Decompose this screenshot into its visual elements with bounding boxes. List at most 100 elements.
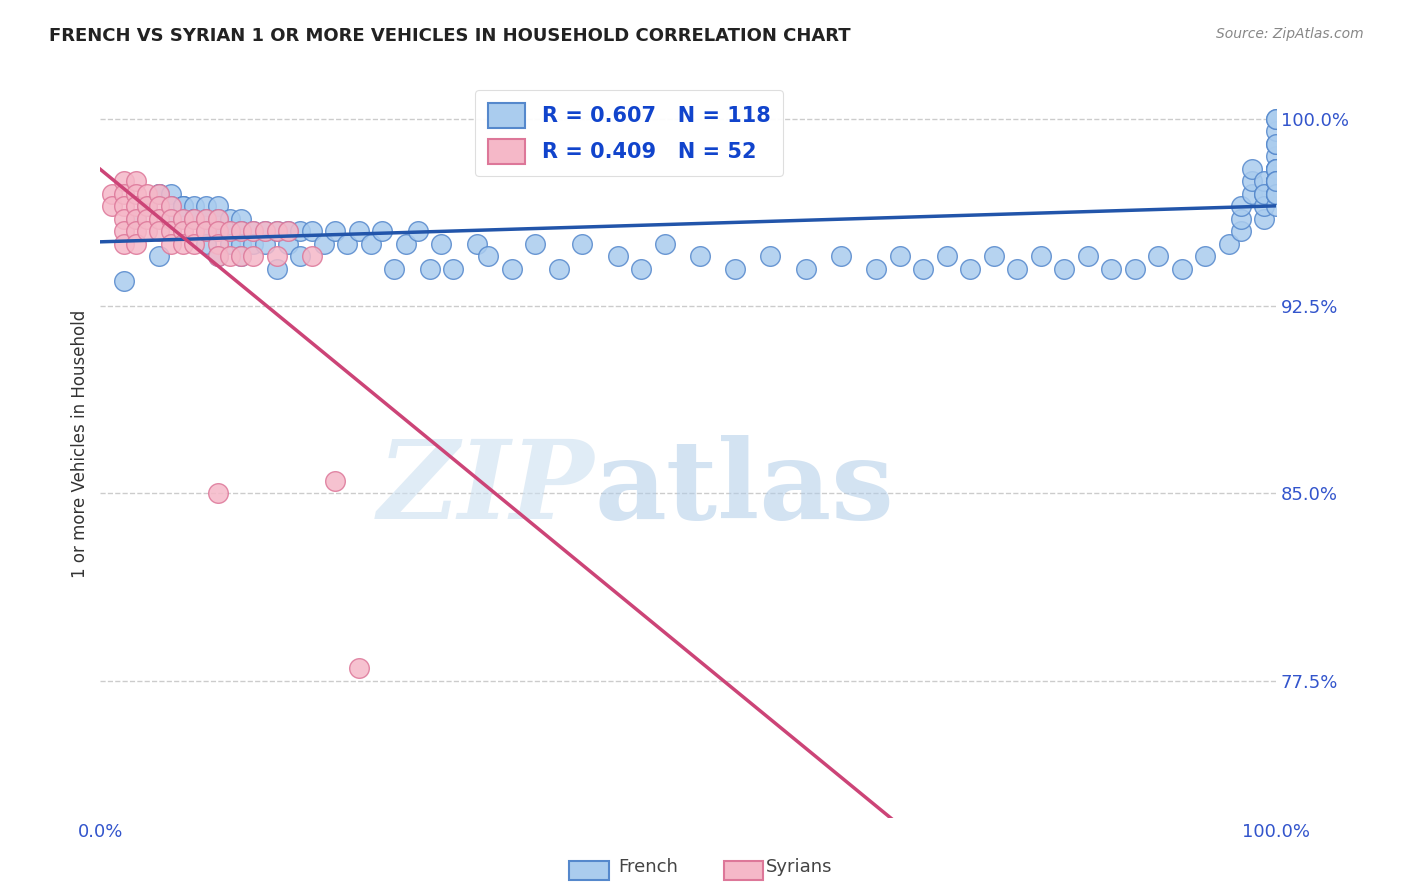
Point bbox=[112, 274, 135, 288]
Point bbox=[160, 211, 183, 226]
Point bbox=[195, 224, 218, 238]
Point bbox=[172, 236, 194, 251]
Point bbox=[1194, 249, 1216, 263]
Point bbox=[124, 199, 146, 213]
Point bbox=[207, 224, 229, 238]
Point bbox=[1265, 186, 1288, 201]
Point bbox=[290, 249, 312, 263]
Point bbox=[183, 211, 205, 226]
Point bbox=[371, 224, 394, 238]
Point bbox=[183, 224, 205, 238]
Point bbox=[1229, 224, 1251, 238]
Point bbox=[1265, 136, 1288, 151]
Point bbox=[606, 249, 628, 263]
Point bbox=[759, 249, 782, 263]
Point bbox=[406, 224, 429, 238]
Point bbox=[935, 249, 957, 263]
Point bbox=[218, 236, 240, 251]
Point bbox=[418, 261, 440, 276]
Point bbox=[218, 211, 240, 226]
Point bbox=[336, 236, 359, 251]
Point bbox=[1029, 249, 1052, 263]
Point bbox=[1123, 261, 1146, 276]
Point bbox=[172, 199, 194, 213]
Point bbox=[183, 211, 205, 226]
Point bbox=[136, 199, 159, 213]
Text: Syrians: Syrians bbox=[766, 858, 832, 876]
Point bbox=[1265, 161, 1288, 176]
Point bbox=[124, 236, 146, 251]
Point bbox=[325, 224, 347, 238]
Point bbox=[172, 199, 194, 213]
Point bbox=[266, 249, 288, 263]
Point bbox=[1265, 174, 1288, 188]
Point bbox=[1265, 112, 1288, 126]
Point bbox=[160, 224, 183, 238]
Point bbox=[207, 236, 229, 251]
Point bbox=[136, 199, 159, 213]
Point bbox=[124, 174, 146, 188]
Point bbox=[148, 186, 170, 201]
Point bbox=[207, 486, 229, 500]
Point bbox=[1253, 211, 1275, 226]
Point bbox=[148, 249, 170, 263]
Point bbox=[266, 261, 288, 276]
Point bbox=[101, 199, 124, 213]
Point bbox=[1241, 174, 1264, 188]
Point bbox=[1007, 261, 1029, 276]
Text: ZIP: ZIP bbox=[377, 434, 595, 542]
Point bbox=[1171, 261, 1194, 276]
Point bbox=[983, 249, 1005, 263]
Text: FRENCH VS SYRIAN 1 OR MORE VEHICLES IN HOUSEHOLD CORRELATION CHART: FRENCH VS SYRIAN 1 OR MORE VEHICLES IN H… bbox=[49, 27, 851, 45]
Point bbox=[1265, 174, 1288, 188]
Point bbox=[160, 199, 183, 213]
Point bbox=[195, 236, 218, 251]
Point bbox=[1265, 186, 1288, 201]
Point bbox=[277, 224, 299, 238]
Point bbox=[325, 474, 347, 488]
Point bbox=[1265, 174, 1288, 188]
Point bbox=[477, 249, 499, 263]
Point bbox=[242, 224, 264, 238]
Point bbox=[1265, 186, 1288, 201]
Point bbox=[124, 211, 146, 226]
Point bbox=[347, 661, 370, 675]
Point bbox=[301, 249, 323, 263]
Point bbox=[207, 211, 229, 226]
Point bbox=[183, 199, 205, 213]
Point bbox=[889, 249, 911, 263]
Point bbox=[124, 186, 146, 201]
Point bbox=[160, 211, 183, 226]
Point bbox=[207, 224, 229, 238]
Point bbox=[266, 224, 288, 238]
Point bbox=[124, 224, 146, 238]
Point bbox=[183, 236, 205, 251]
Point bbox=[231, 249, 253, 263]
Point bbox=[112, 224, 135, 238]
Point bbox=[1053, 261, 1076, 276]
Point bbox=[1265, 186, 1288, 201]
Point bbox=[136, 224, 159, 238]
Point bbox=[136, 199, 159, 213]
Point bbox=[524, 236, 547, 251]
Point bbox=[465, 236, 488, 251]
Point bbox=[266, 224, 288, 238]
Point bbox=[1265, 124, 1288, 138]
Point bbox=[865, 261, 887, 276]
Point bbox=[218, 249, 240, 263]
Point bbox=[382, 261, 405, 276]
Point bbox=[1265, 149, 1288, 163]
Point bbox=[195, 224, 218, 238]
Point bbox=[231, 236, 253, 251]
Point bbox=[830, 249, 852, 263]
Point bbox=[148, 211, 170, 226]
Point bbox=[253, 224, 276, 238]
Point bbox=[1265, 174, 1288, 188]
Point bbox=[101, 186, 124, 201]
Point bbox=[571, 236, 593, 251]
Point bbox=[136, 186, 159, 201]
Point bbox=[1229, 199, 1251, 213]
Point bbox=[630, 261, 652, 276]
Point bbox=[1077, 249, 1099, 263]
Point bbox=[1229, 211, 1251, 226]
